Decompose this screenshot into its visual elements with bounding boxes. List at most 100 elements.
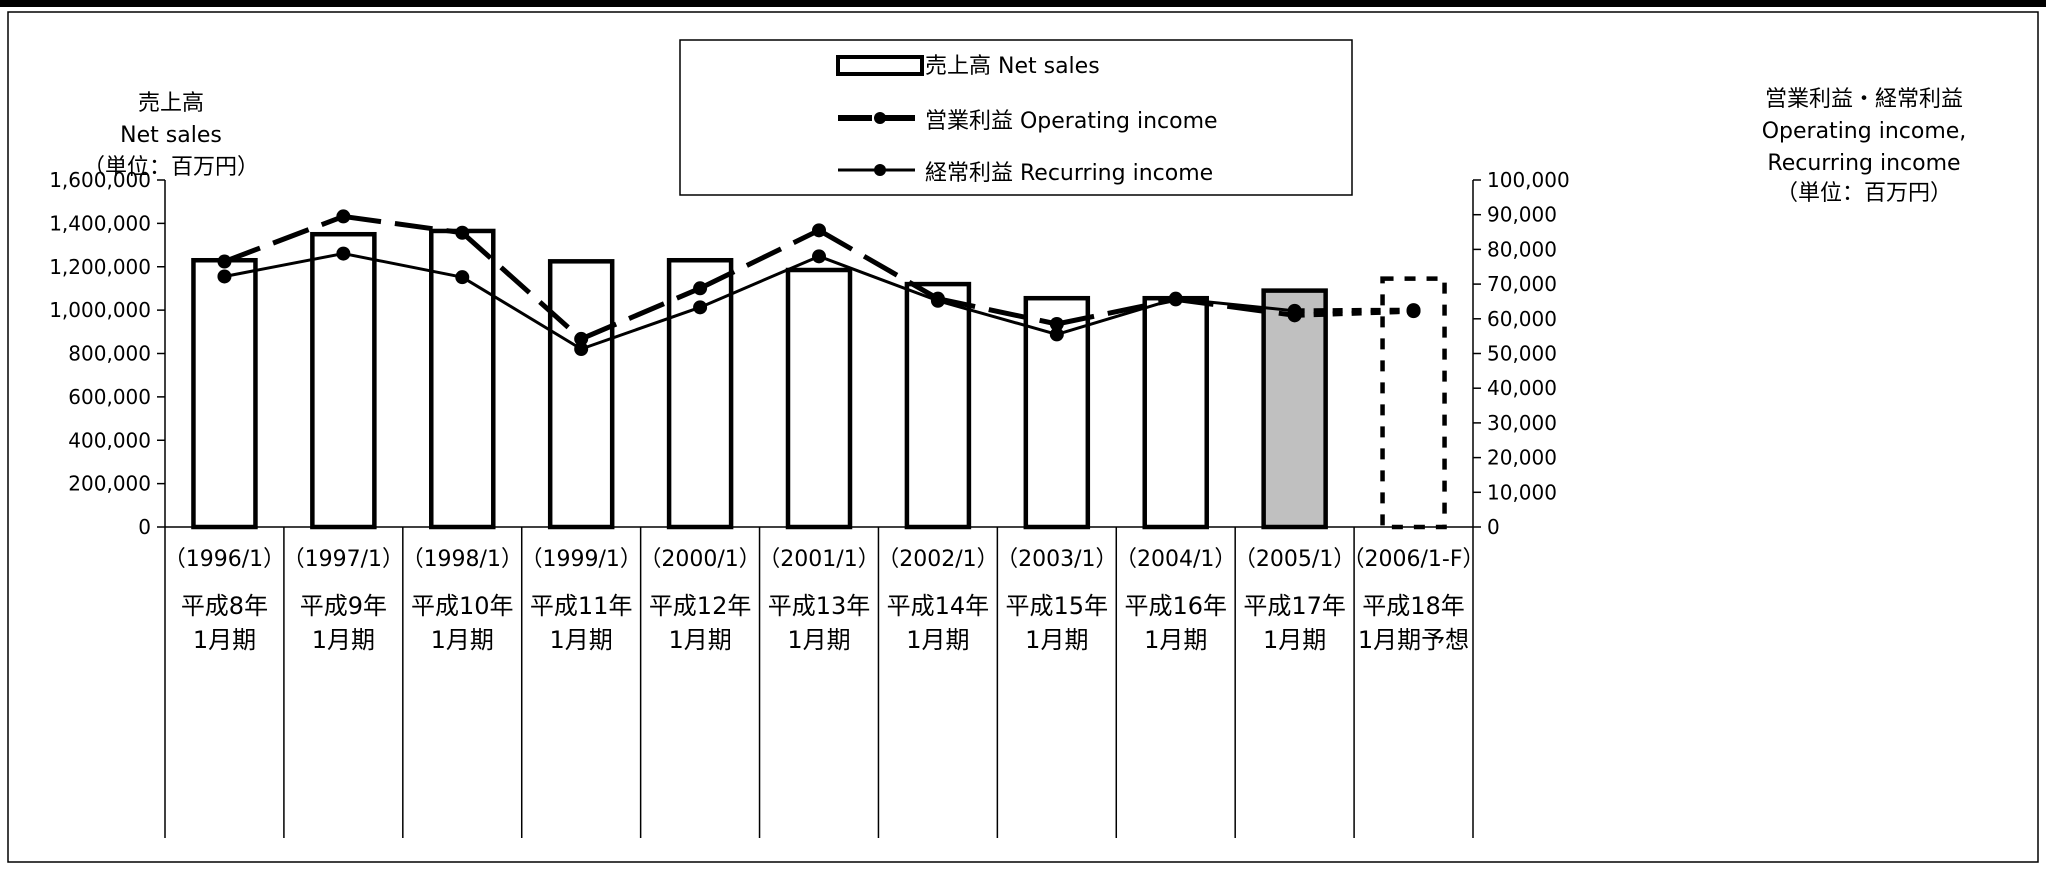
axes: 0 200,000 400,000 600,000 800,000 1,000,000 1,… bbox=[49, 168, 1570, 838]
category-jp-period-label: 1月期 bbox=[312, 626, 375, 654]
left-axis-title-line3: （単位：百万円） bbox=[83, 155, 259, 180]
left-tick-label: 1,200,000 bbox=[49, 255, 151, 279]
category-year-label: （2003/1） bbox=[996, 547, 1117, 572]
right-tick-label: 100,000 bbox=[1487, 168, 1570, 192]
recurring-income-point bbox=[217, 269, 232, 284]
right-tick-label: 30,000 bbox=[1487, 411, 1557, 435]
category-jp-label: 平成15年 bbox=[1006, 592, 1109, 620]
recurring-income-point bbox=[1406, 303, 1421, 318]
right-tick-label: 40,000 bbox=[1487, 376, 1557, 400]
operating-income-point bbox=[455, 225, 470, 240]
outer-border bbox=[7, 11, 2039, 863]
operating-income-point bbox=[693, 281, 708, 296]
category-jp-period-label: 1月期 bbox=[193, 626, 256, 654]
category-jp-period-label: 1月期 bbox=[906, 626, 969, 654]
category-year-label: （2000/1） bbox=[639, 547, 760, 572]
recurring-income-segment bbox=[580, 305, 701, 351]
category-year-label: （2002/1） bbox=[877, 547, 998, 572]
category-jp-label: 平成13年 bbox=[768, 592, 871, 620]
left-tick-label: 200,000 bbox=[68, 472, 151, 496]
net-sales-bar bbox=[310, 231, 377, 530]
left-tick-label: 800,000 bbox=[68, 342, 151, 366]
left-tick-label: 1,600,000 bbox=[49, 168, 151, 192]
category-jp-period-label: 1月期 bbox=[1263, 626, 1326, 654]
operating-income-segment bbox=[698, 228, 821, 291]
right-tick-label: 50,000 bbox=[1487, 342, 1557, 366]
category-jp-period-label: 1月期予想 bbox=[1358, 626, 1469, 654]
legend-label-operating: 営業利益 Operating income bbox=[925, 109, 1218, 134]
recurring-income-segment bbox=[1175, 297, 1295, 313]
right-tick-label: 90,000 bbox=[1487, 203, 1557, 227]
category-jp-label: 平成14年 bbox=[887, 592, 990, 620]
net-sales-bar bbox=[547, 259, 615, 530]
recurring-income-segment bbox=[224, 252, 344, 278]
net-sales-bar bbox=[1380, 276, 1447, 530]
right-tick-label: 80,000 bbox=[1487, 237, 1557, 261]
right-axis-title-line3: Recurring income bbox=[1767, 151, 1960, 176]
category-year-label: （2004/1） bbox=[1115, 547, 1236, 572]
left-tick-label: 0 bbox=[138, 515, 151, 539]
top-rule bbox=[0, 0, 2046, 7]
legend-label-net-sales: 売上高 Net sales bbox=[925, 54, 1100, 79]
operating-income-point bbox=[1049, 317, 1064, 332]
operating-income-segment bbox=[223, 214, 345, 264]
category-jp-period-label: 1月期 bbox=[787, 626, 850, 654]
category-jp-label: 平成8年 bbox=[181, 592, 268, 620]
category-year-label: （2005/1） bbox=[1234, 547, 1355, 572]
left-tick-label: 1,000,000 bbox=[49, 298, 151, 322]
category-jp-period-label: 1月期 bbox=[550, 626, 613, 654]
recurring-income-point bbox=[1287, 303, 1302, 318]
legend-operating-marker bbox=[874, 112, 886, 124]
recurring-income-point bbox=[812, 249, 826, 264]
operating-income-segment bbox=[1056, 296, 1177, 327]
net-sales-bar bbox=[666, 257, 734, 530]
legend-bar-swatch bbox=[836, 55, 924, 76]
net-sales-bars bbox=[191, 228, 1447, 530]
right-tick-label: 60,000 bbox=[1487, 307, 1557, 331]
operating-income-point bbox=[217, 254, 232, 269]
recurring-income-point bbox=[574, 341, 589, 356]
net-sales-bar bbox=[1142, 295, 1209, 530]
recurring-income-point bbox=[455, 270, 470, 285]
recurring-income-point bbox=[1049, 327, 1064, 342]
left-tick-label: 400,000 bbox=[68, 428, 151, 452]
operating-income-segment bbox=[460, 230, 583, 341]
category-year-label: （1998/1） bbox=[402, 547, 523, 572]
category-jp-label: 平成10年 bbox=[411, 592, 514, 620]
recurring-income-segment bbox=[343, 252, 463, 279]
category-jp-period-label: 1月期 bbox=[1025, 626, 1088, 654]
right-tick-label: 0 bbox=[1487, 515, 1500, 539]
left-tick-label: 600,000 bbox=[68, 385, 151, 409]
right-tick-label: 70,000 bbox=[1487, 272, 1557, 296]
recurring-income-point bbox=[930, 293, 945, 308]
category-jp-label: 平成12年 bbox=[649, 592, 752, 620]
operating-income-segment bbox=[343, 213, 463, 236]
recurring-income-point bbox=[693, 300, 708, 315]
category-year-label: （2001/1） bbox=[758, 547, 879, 572]
right-axis-title-line2: Operating income, bbox=[1762, 119, 1967, 144]
recurring-income-point bbox=[336, 246, 351, 261]
category-year-label: （2006/1-F） bbox=[1343, 547, 1485, 572]
left-axis-title-line2: Net sales bbox=[120, 123, 222, 148]
operating-income-point bbox=[336, 209, 351, 224]
category-year-label: （1996/1） bbox=[164, 547, 285, 572]
operating-income-segment bbox=[580, 285, 702, 342]
category-year-label: （1997/1） bbox=[283, 547, 404, 572]
recurring-income-segment bbox=[818, 254, 939, 303]
left-tick-label: 1,400,000 bbox=[49, 211, 151, 235]
category-jp-label: 平成18年 bbox=[1362, 592, 1465, 620]
legend: 売上高 Net sales 営業利益 Operating income 経常利益… bbox=[679, 39, 1353, 196]
category-jp-label: 平成17年 bbox=[1243, 592, 1346, 620]
recurring-income-segment bbox=[937, 299, 1058, 336]
net-sales-bar bbox=[1261, 288, 1328, 530]
right-tick-label: 10,000 bbox=[1487, 480, 1557, 504]
recurring-income-segment bbox=[1056, 297, 1177, 336]
left-axis-title-line1: 売上高 bbox=[138, 91, 204, 116]
legend-box bbox=[679, 39, 1353, 196]
operating-income-segment bbox=[937, 296, 1058, 327]
net-sales-bar bbox=[904, 281, 972, 530]
net-sales-bar bbox=[785, 267, 853, 530]
legend-recurring-marker bbox=[874, 164, 886, 176]
